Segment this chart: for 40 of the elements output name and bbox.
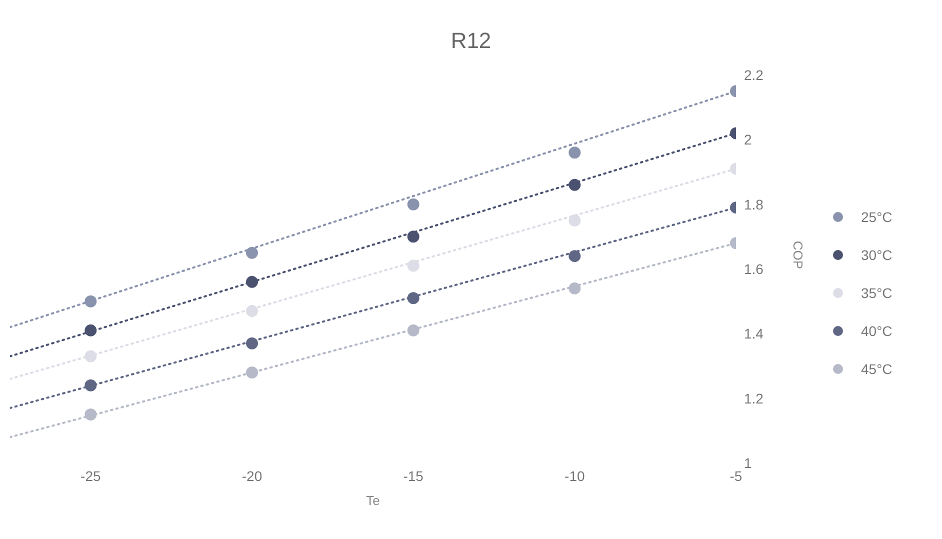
point	[568, 214, 581, 226]
x-tick-label: -20	[242, 468, 262, 484]
point	[84, 379, 97, 392]
point	[407, 230, 420, 243]
point	[407, 260, 420, 272]
point	[407, 324, 420, 336]
point	[246, 366, 258, 378]
chart-title: R12	[450, 28, 492, 54]
point	[246, 337, 258, 350]
point	[246, 276, 258, 288]
point	[84, 324, 97, 336]
x-tick-label: -15	[403, 468, 424, 484]
point	[84, 350, 97, 362]
legend-label: 45°C	[861, 361, 892, 377]
point	[407, 292, 420, 304]
point	[568, 250, 581, 262]
legend-label: 30°C	[861, 247, 892, 263]
y-tick-label: 2.2	[744, 66, 764, 83]
x-tick-label: -10	[564, 468, 585, 484]
point	[246, 305, 258, 318]
legend-label: 35°C	[861, 285, 892, 301]
legend-label: 40°C	[861, 323, 892, 339]
point	[568, 282, 581, 294]
x-tick-label: -25	[80, 468, 101, 484]
point	[568, 178, 581, 191]
y-tick-label: 1.4	[744, 326, 764, 342]
y-tick-label: 1.8	[744, 196, 764, 212]
point	[568, 146, 581, 159]
y-tick-label: 2	[744, 132, 752, 148]
point	[246, 246, 258, 259]
y-axis-title: COP	[790, 240, 806, 269]
point	[407, 198, 420, 210]
x-axis-title: Te	[366, 493, 380, 508]
x-tick-label: -5	[730, 468, 742, 484]
legend-label: 25°C	[861, 209, 892, 225]
point	[84, 408, 97, 420]
y-tick-label: 1	[744, 454, 752, 471]
y-tick-label: 1.6	[744, 260, 764, 277]
y-tick-label: 1.2	[744, 390, 764, 406]
point	[84, 295, 97, 308]
